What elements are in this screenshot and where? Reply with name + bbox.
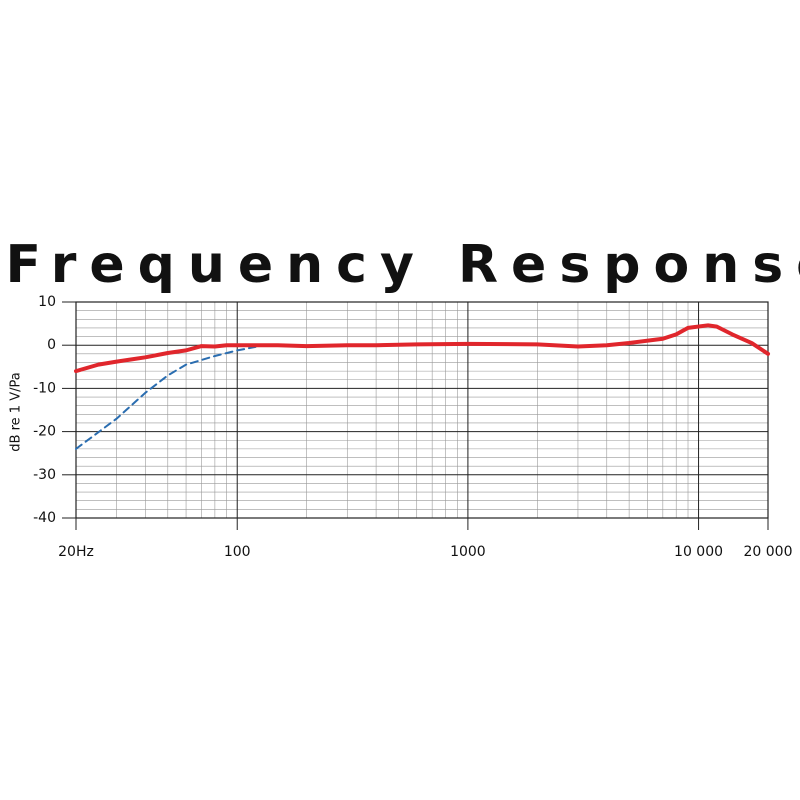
y-tick-label: -30	[33, 467, 56, 483]
plot-frame	[75, 301, 769, 519]
y-tick-label: -10	[33, 380, 56, 396]
x-tick-label: 20 000	[744, 544, 793, 560]
x-tick-label: 100	[224, 544, 251, 560]
y-tick-label: -40	[33, 510, 56, 526]
y-tick-label: 0	[47, 337, 56, 353]
y-tick-label: -20	[33, 424, 56, 440]
y-axis-label: dB re 1 V/Pa	[9, 372, 24, 451]
y-tick-label: 10	[38, 294, 56, 310]
series-line	[74, 323, 770, 374]
chart-title: Frequency Response	[6, 235, 800, 295]
x-tick-label: 1000	[450, 544, 486, 560]
x-tick-label: 20Hz	[58, 544, 94, 560]
x-tick-label: 10 000	[674, 544, 723, 560]
